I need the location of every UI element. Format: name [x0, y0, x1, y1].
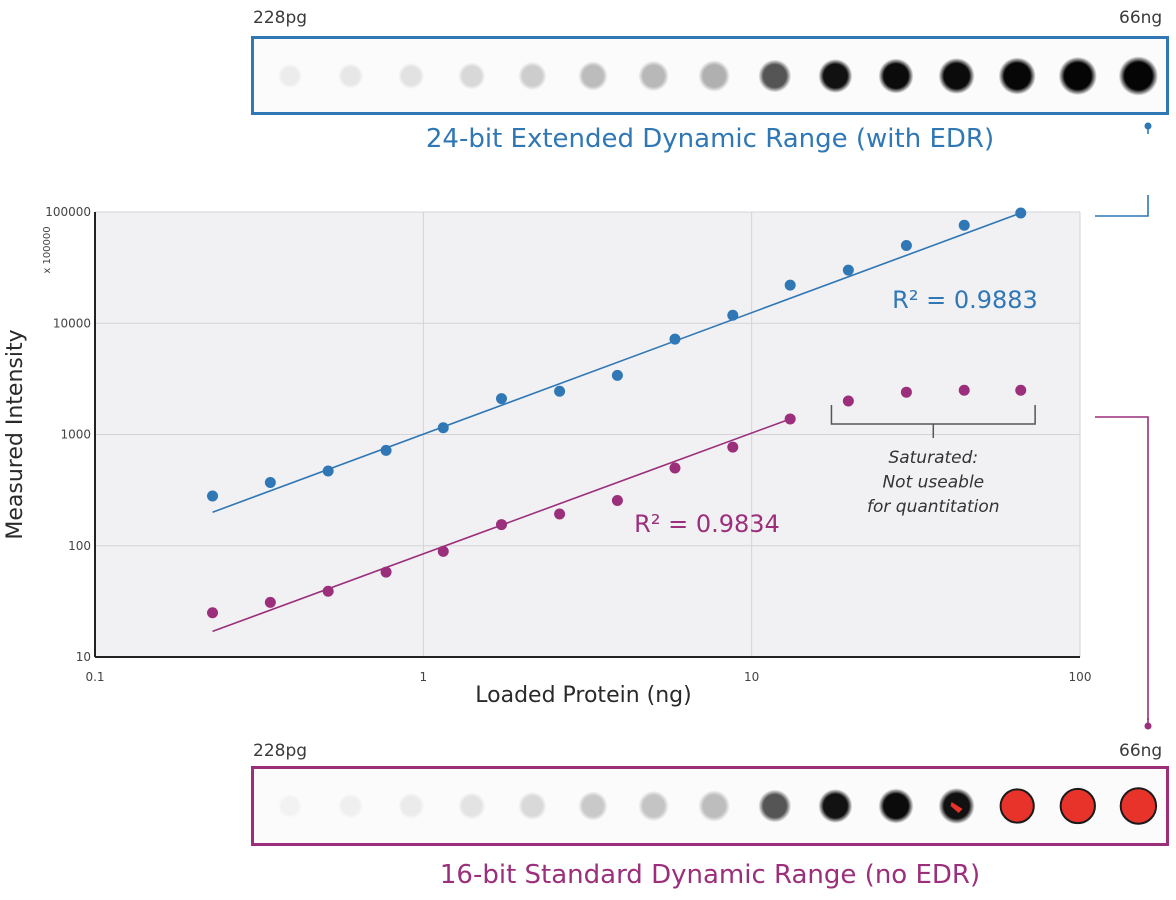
std-dot: [338, 793, 364, 819]
std-dot: [278, 794, 302, 818]
edr-dot: [398, 62, 425, 90]
edr-point: [669, 333, 681, 345]
standard-point: [495, 519, 507, 531]
edr-dot: [818, 59, 853, 93]
standard-r2-label: R² = 0.9834: [634, 510, 780, 538]
edr-point: [900, 239, 912, 251]
standard-blot-strip: [251, 766, 1169, 846]
standard-point: [437, 545, 449, 557]
std-dot: [1059, 787, 1096, 825]
x-tick-label: 0.1: [85, 670, 104, 684]
y-tick-label: 10000: [53, 316, 91, 330]
y-tick-label: 100000: [45, 205, 91, 219]
standard-point: [380, 566, 392, 578]
std-dot: [698, 790, 731, 822]
edr-dot: [638, 60, 669, 92]
edr-point: [495, 393, 507, 405]
standard-caption: 16-bit Standard Dynamic Range (no EDR): [439, 860, 981, 890]
std-dot: [999, 788, 1035, 824]
standard-point: [554, 508, 566, 520]
top-strip-label-right: 66ng: [1119, 8, 1163, 28]
standard-point: [264, 596, 276, 608]
edr-dot: [698, 60, 731, 92]
standard-point: [958, 384, 970, 396]
x-tick-label: 10: [744, 670, 759, 684]
standard-connector: [1095, 416, 1149, 720]
y-tick-label: 10: [76, 650, 91, 664]
saturation-bracket: [830, 405, 1036, 438]
edr-point: [322, 465, 334, 477]
edr-point: [1015, 207, 1027, 219]
x-axis-title: Loaded Protein (ng): [475, 683, 691, 708]
edr-dot: [878, 58, 914, 94]
saturation-note-line: for quantitation: [867, 497, 1000, 517]
edr-caption: 24-bit Extended Dynamic Range (with EDR): [425, 124, 995, 154]
bottom-strip-label-left: 228pg: [253, 741, 308, 761]
edr-dot: [938, 57, 975, 95]
saturation-note-line: Not useable: [882, 473, 984, 493]
standard-blot-dots: [278, 787, 1158, 825]
x-tick-label: 100: [1069, 670, 1092, 684]
edr-connector-top: [1144, 122, 1152, 134]
standard-point: [727, 441, 739, 453]
y-tick-label: 100: [68, 539, 91, 553]
x-tick-label: 1: [420, 670, 428, 684]
std-dot: [1119, 787, 1158, 825]
edr-point: [264, 477, 276, 489]
edr-dot: [1058, 56, 1097, 96]
edr-dot: [458, 62, 486, 90]
edr-point: [380, 444, 392, 456]
standard-point: [784, 413, 796, 425]
y-axis-title: Measured Intensity: [3, 329, 28, 539]
edr-point: [958, 219, 970, 231]
edr-dot: [338, 63, 364, 89]
edr-dot: [998, 57, 1036, 95]
edr-point: [437, 422, 449, 434]
edr-connector: [1095, 195, 1149, 217]
standard-point: [1015, 384, 1027, 396]
edr-blot-dots: [278, 56, 1159, 96]
edr-dot: [518, 61, 547, 91]
edr-dot: [758, 59, 792, 93]
std-dot: [758, 789, 792, 823]
standard-point: [207, 607, 219, 619]
edr-point: [554, 385, 566, 397]
edr-blot-strip: [251, 36, 1169, 115]
edr-point: [611, 369, 623, 381]
edr-point: [842, 264, 854, 276]
standard-connector-end: [1144, 718, 1152, 730]
y-tick-label: 1000: [60, 428, 91, 442]
edr-fit-line: [212, 212, 1022, 514]
standard-point: [669, 462, 681, 474]
std-dot: [638, 790, 669, 822]
edr-point: [727, 309, 739, 321]
edr-point: [784, 279, 796, 291]
intensity-chart: 10 100 1000 10000 100000 0.1 1 10 100 Loaded Prot…: [3, 195, 1149, 720]
top-strip-label-left: 228pg: [253, 8, 308, 28]
standard-point: [322, 585, 334, 597]
saturation-note-line: Saturated:: [888, 448, 978, 468]
bottom-strip-label-right: 66ng: [1119, 741, 1163, 761]
std-saturated-spot: [950, 802, 963, 813]
standard-point: [900, 386, 912, 398]
edr-r2-label: R² = 0.9883: [892, 286, 1038, 314]
std-dot: [458, 792, 486, 820]
edr-dot: [1118, 56, 1159, 96]
std-dot: [578, 791, 608, 821]
edr-dot: [278, 64, 302, 88]
standard-point: [611, 495, 623, 507]
edr-point: [207, 490, 219, 502]
std-dot: [398, 792, 425, 820]
std-dot: [518, 791, 547, 821]
std-dot: [878, 788, 914, 824]
y-axis-unit-note: x 100000: [42, 226, 53, 273]
std-dot: [818, 789, 853, 823]
standard-point: [842, 395, 854, 407]
edr-dot: [578, 61, 608, 91]
